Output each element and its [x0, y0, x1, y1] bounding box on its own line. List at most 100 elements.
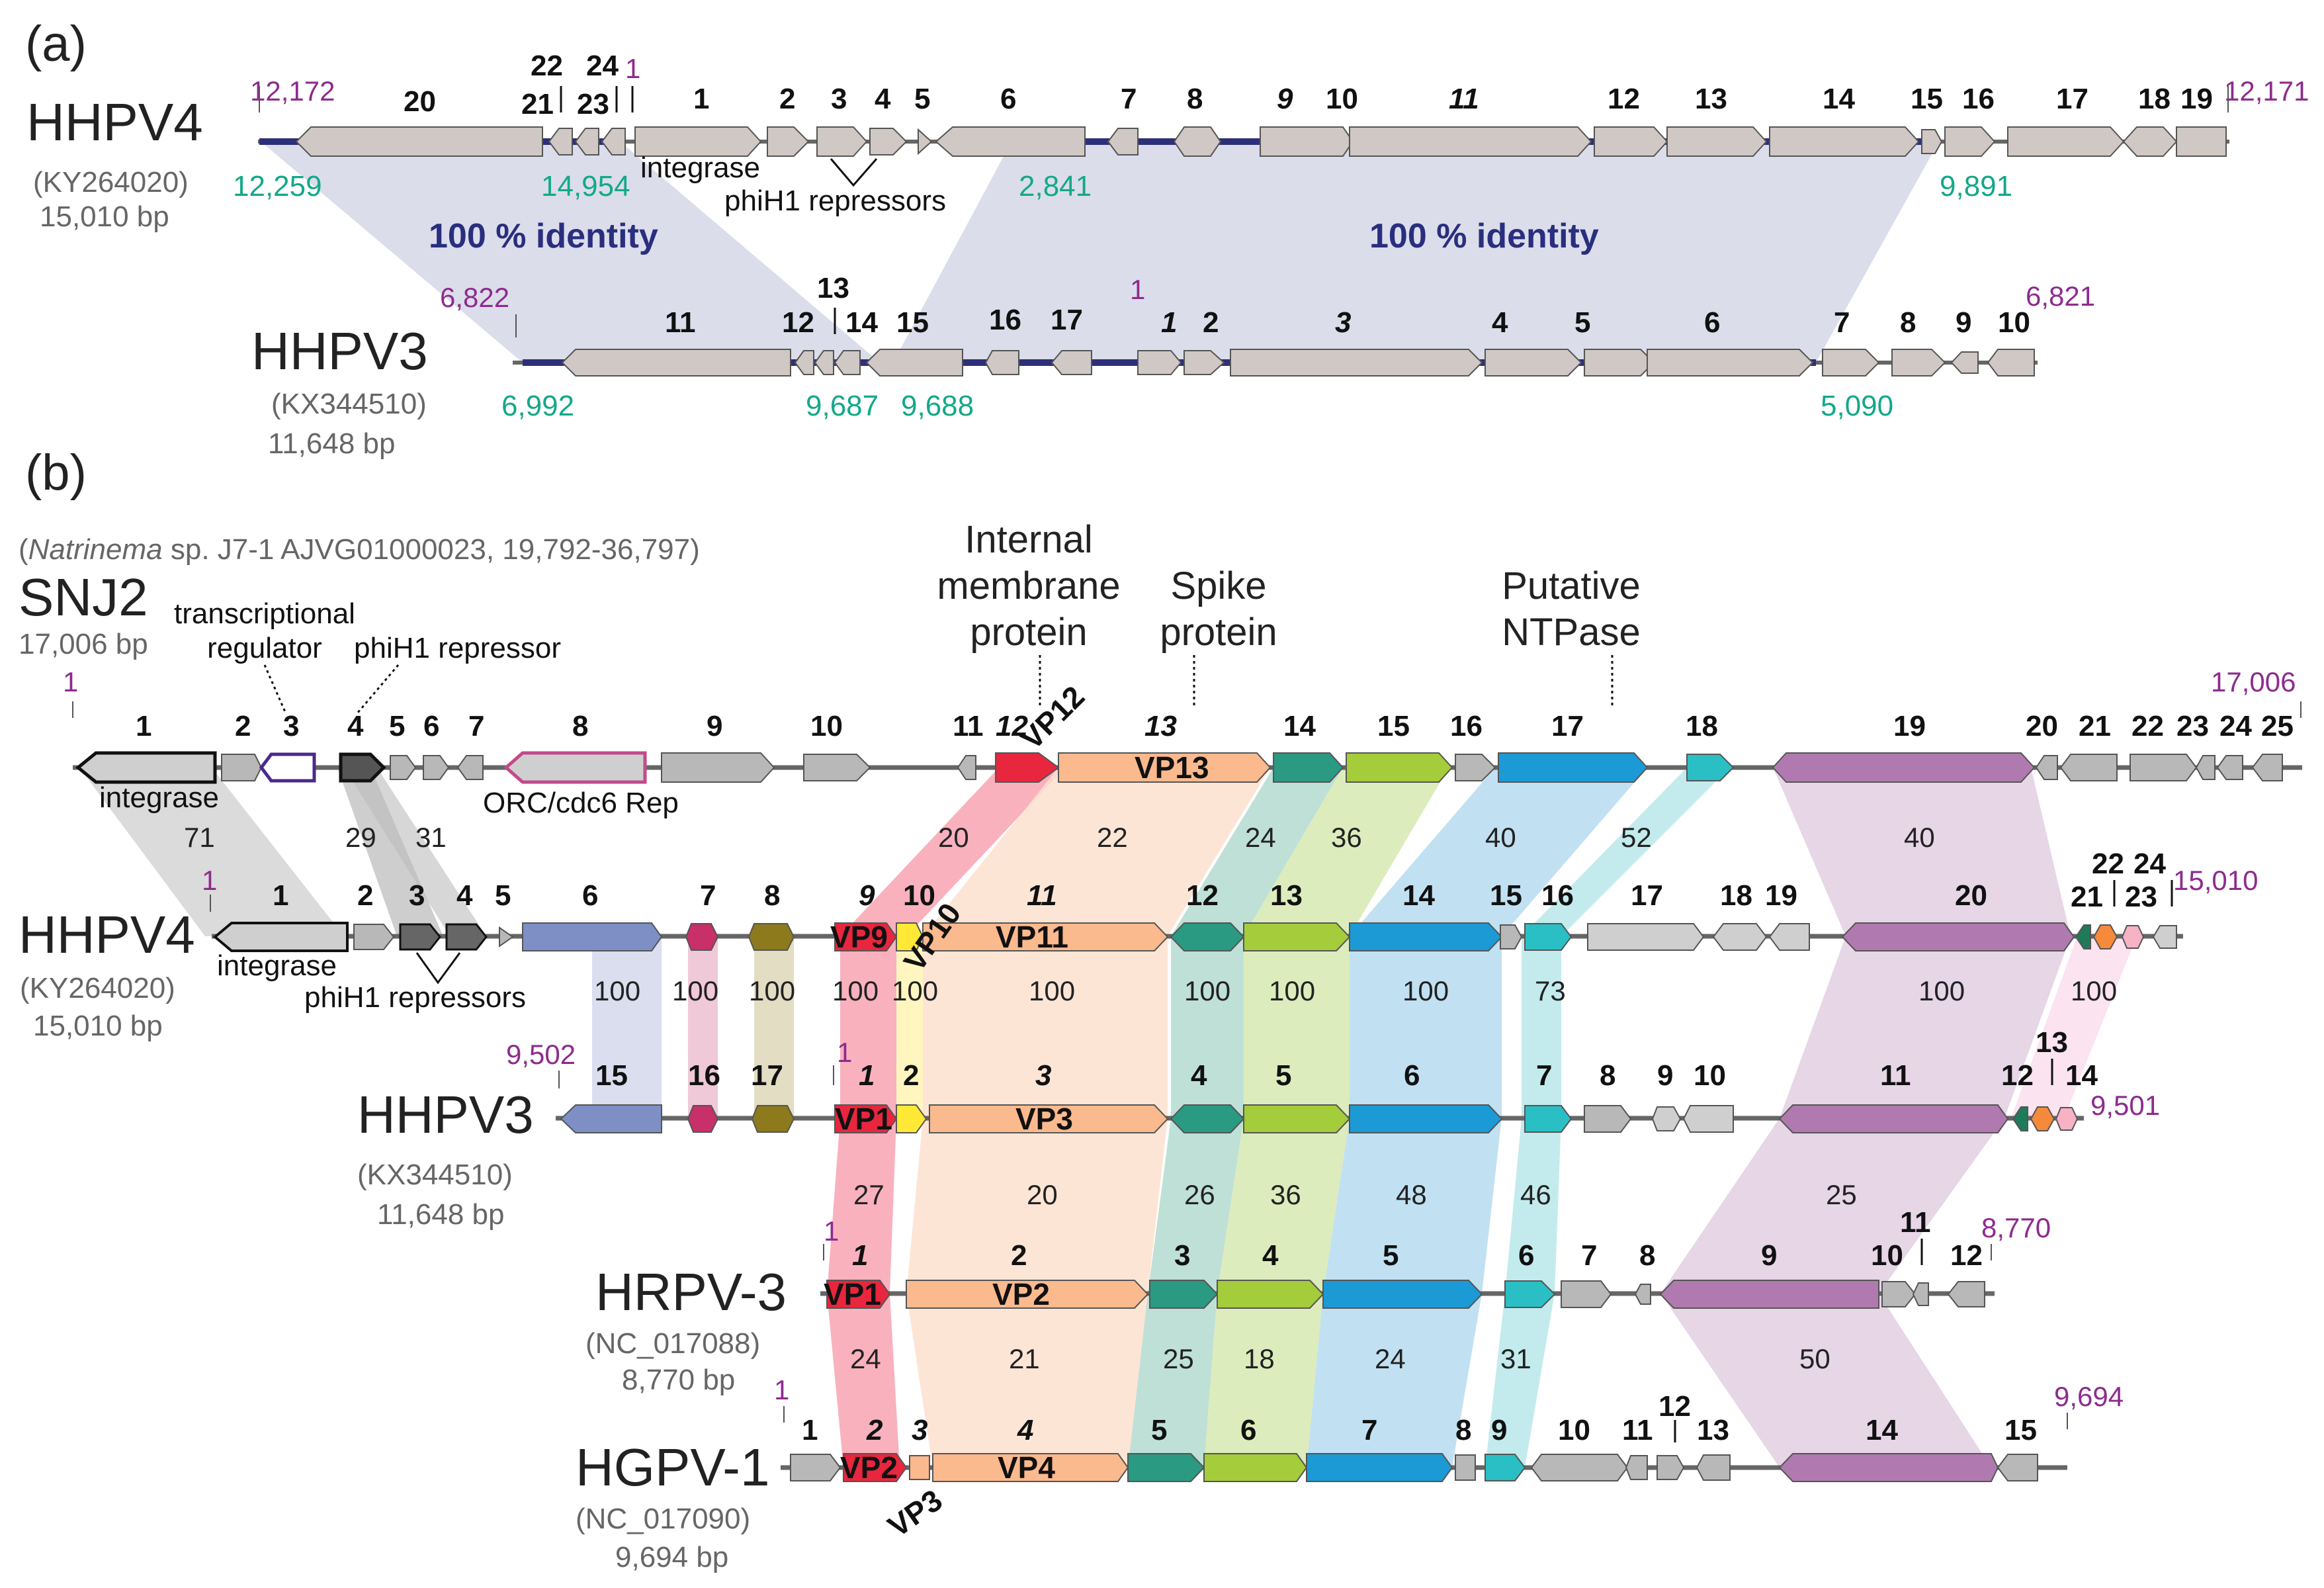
gene-3 — [909, 1455, 930, 1480]
gene-label: 25 — [2261, 710, 2294, 742]
snj2-repressor-label: phiH1 repressor — [354, 632, 561, 664]
gene-25 — [2251, 754, 2283, 781]
gene-label: 15 — [595, 1059, 628, 1092]
gene-label: 19 — [1893, 710, 1926, 742]
band — [1307, 1294, 1482, 1468]
gene-label: 20 — [2026, 710, 2058, 742]
b-identity-numbers: 71 29 31 20 22 24 36 40 52 40 100 100 10… — [184, 822, 2117, 1374]
gene-7 — [1822, 349, 1880, 376]
gene-3 — [929, 1104, 1169, 1133]
gene-7 — [1306, 1453, 1453, 1482]
gene-label: 19 — [2180, 83, 2213, 115]
a-hhpv3-accession: (KX344510) — [271, 388, 427, 420]
gene-4 — [1170, 1104, 1245, 1133]
gene-label: 5 — [1151, 1414, 1167, 1446]
gene-label: 2 — [235, 710, 251, 742]
gene-label: 7 — [1834, 306, 1850, 339]
gene-label: 9 — [859, 879, 875, 912]
gene-label: 22 — [2131, 710, 2164, 742]
annotation-ntpase-1: Putative — [1502, 564, 1641, 607]
annotation-internal-membrane-3: protein — [970, 611, 1087, 654]
band — [840, 936, 896, 1118]
a-hhpv3-genes — [561, 349, 2035, 376]
identity-value: 24 — [1245, 822, 1276, 853]
gene-label: 14 — [1283, 710, 1316, 742]
identity-value: 100 — [672, 975, 718, 1006]
b-hhpv4-coord-end: 15,010 — [2173, 865, 2258, 896]
identity-value: 100 — [832, 975, 879, 1006]
gene-label: 3 — [409, 879, 425, 912]
band — [1244, 936, 1350, 1118]
gene-label: 11 — [1622, 1414, 1653, 1446]
a-hhpv4-gene-labels: 20 21 22 23 24 1 2 3 4 5 6 7 8 9 10 11 1… — [404, 50, 2213, 120]
gene-7 — [1561, 1280, 1612, 1308]
gene-label: 7 — [1581, 1239, 1597, 1272]
gene-3 — [816, 126, 868, 157]
identity-value: 24 — [850, 1343, 881, 1374]
identity-value: 73 — [1535, 975, 1566, 1006]
gene-14 — [1769, 126, 1920, 157]
hgpv1-gene-labels: 1 2 3 4 5 6 7 8 9 10 11 12 13 14 15 — [802, 1390, 2037, 1446]
annotation-internal-membrane-2: membrane — [937, 564, 1120, 607]
b-identity-bands — [79, 768, 2137, 1468]
identity-value: 25 — [1163, 1343, 1194, 1374]
gene-label: 12 — [1608, 83, 1640, 115]
identity-value: 24 — [1375, 1343, 1406, 1374]
gene-4 — [869, 128, 908, 155]
b-hhpv3-genes — [560, 1104, 2079, 1133]
gene-2 — [843, 1453, 908, 1482]
gene-15 — [865, 349, 963, 376]
identity-value: 27 — [853, 1179, 884, 1210]
gene-label: 12 — [1186, 879, 1219, 912]
vp11-label: VP11 — [996, 920, 1068, 954]
snj2-name: SNJ2 — [19, 568, 148, 627]
snj2-length: 17,006 bp — [19, 628, 148, 660]
gene-11 — [957, 755, 976, 780]
gene-11 — [1625, 1455, 1648, 1480]
gene-label: 11 — [953, 710, 984, 742]
b-function-annotations: Internal membrane protein Spike protein … — [937, 518, 1641, 708]
band — [688, 936, 718, 1118]
gene-label: 9 — [1657, 1059, 1673, 1092]
gene-label: 23 — [2176, 710, 2209, 742]
identity-value: 100 — [2071, 975, 2117, 1006]
identity-value: 52 — [1621, 822, 1652, 853]
gene-label: 5 — [1383, 1239, 1399, 1272]
gene-label: 3 — [912, 1414, 927, 1446]
hrpv3-name: HRPV-3 — [595, 1262, 787, 1321]
gene-label: 6 — [1240, 1414, 1256, 1446]
identity-value: 100 — [892, 975, 938, 1006]
gene-10 — [896, 922, 924, 951]
gene-13 — [1696, 1454, 1731, 1481]
gene-14 — [1273, 752, 1344, 783]
gene-7 — [1524, 1105, 1572, 1133]
gene-17 — [1498, 752, 1649, 783]
gene-21 — [2075, 924, 2091, 949]
gene-label: 6 — [423, 710, 439, 742]
band — [1350, 768, 1647, 936]
match-coord: 9,891 — [1940, 170, 2012, 202]
gene-label: 10 — [1558, 1414, 1590, 1446]
a-hhpv4-origin: 1 — [625, 53, 640, 84]
gene-14 — [2055, 1107, 2079, 1131]
gene-13 — [814, 350, 834, 375]
gene-12 — [794, 350, 814, 375]
gene-11 — [561, 349, 791, 376]
match-coord: 9,688 — [901, 390, 974, 422]
gene-11 — [1778, 1104, 2009, 1133]
gene-2 — [906, 1280, 1149, 1309]
identity-value: 18 — [1244, 1343, 1275, 1374]
vp13-label: VP13 — [1135, 750, 1209, 785]
band — [906, 1294, 1148, 1468]
a-hhpv3-coord-start: 6,822 — [440, 282, 509, 313]
gene-label: 24 — [586, 50, 619, 82]
vp9-label: VP9 — [830, 920, 888, 954]
band — [1148, 1118, 1244, 1294]
a-hhpv3-length: 11,648 bp — [268, 427, 395, 460]
gene-14 — [1778, 1453, 1999, 1482]
gene-label: 2 — [903, 1059, 919, 1092]
gene-15 — [560, 1104, 662, 1133]
identity-label-left: 100 % identity — [429, 217, 658, 255]
b-hhpv4-integrase-label: integrase — [217, 949, 337, 982]
gene-8 — [748, 923, 795, 951]
